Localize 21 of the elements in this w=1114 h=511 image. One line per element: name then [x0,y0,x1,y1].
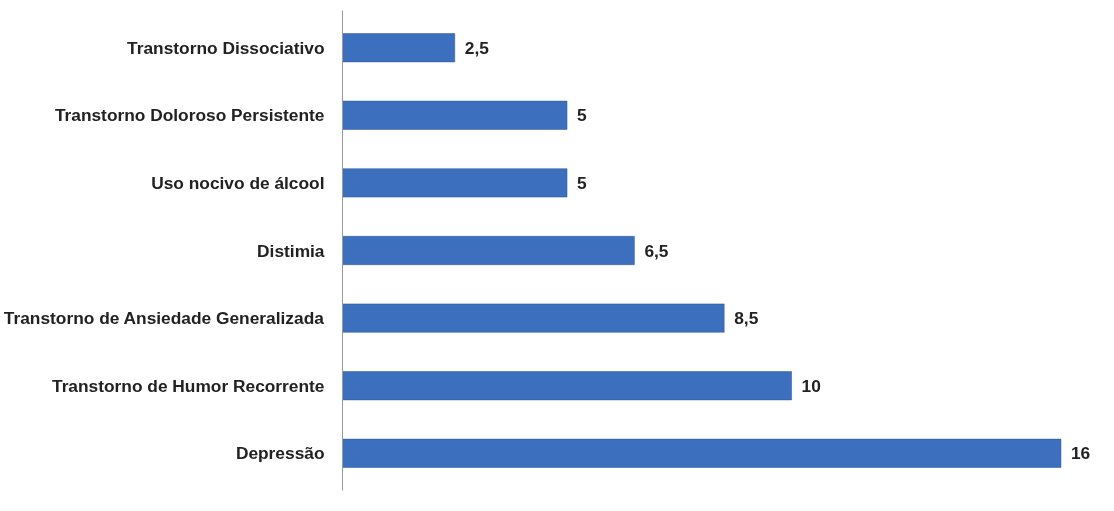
bar [342,236,635,265]
y-tick-label: Depressão [235,443,325,464]
bar [342,33,456,63]
bar [342,438,1062,468]
data-label: 6,5 [644,240,669,261]
data-label: 10 [801,375,821,396]
data-label: 2,5 [464,37,490,58]
y-tick-label: Transtorno Dissociativo [127,37,325,58]
y-tick-label: Distimia [257,240,325,261]
y-tick-label: Transtorno de Ansiedade Generalizada [3,308,325,329]
bar [342,168,568,198]
y-tick-label: Uso nocivo de álcool [151,172,325,193]
y-tick-label: Transtorno Doloroso Persistente [54,105,325,126]
data-label: 5 [577,172,588,193]
data-label: 16 [1070,443,1091,464]
bar [342,303,725,333]
y-tick-label: Transtorno de Humor Recorrente [52,375,325,396]
bar [342,371,792,401]
data-label: 8,5 [734,308,759,329]
bar [342,100,568,130]
data-label: 5 [577,105,588,126]
